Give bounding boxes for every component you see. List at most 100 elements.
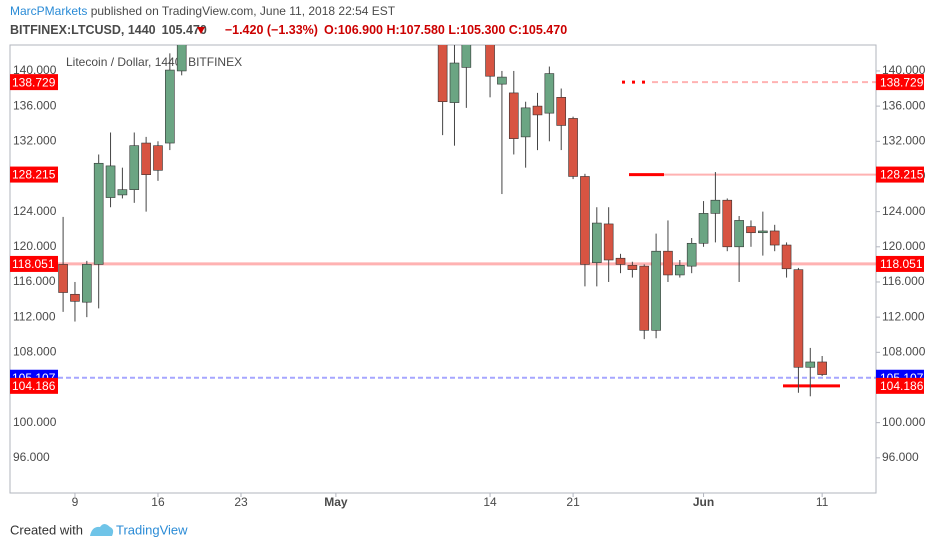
y-tick-label-left: 140.000 (13, 63, 57, 77)
price-tag-right-label: 138.729 (880, 75, 924, 89)
y-tick-label: 140.000 (882, 63, 926, 77)
ohlc: O:106.900 H:107.580 L:105.300 C:105.470 (324, 23, 567, 37)
down-arrow (197, 27, 205, 34)
tv-logo (90, 524, 114, 536)
candle-body (520, 107, 531, 138)
candle-body (129, 145, 140, 190)
candle-body (544, 73, 555, 114)
candle-body (153, 145, 163, 171)
candle-body (532, 105, 543, 116)
candle-body (82, 264, 92, 303)
candle-body (485, 45, 495, 77)
candle-body (769, 230, 780, 246)
candle-body (461, 45, 472, 68)
published: published on TradingView.com, June 11, 2… (91, 4, 396, 18)
y-tick-label-left: 120.000 (13, 239, 57, 253)
candle-body (710, 199, 721, 214)
footer-brand[interactable]: TradingView (116, 522, 188, 537)
header-line: MarcPMarkets published on TradingView.co… (10, 4, 396, 18)
candle-body (603, 223, 614, 261)
x-tick-label: 16 (151, 495, 165, 509)
candle-body (591, 222, 602, 263)
candle-body (793, 269, 804, 368)
candle-body (722, 199, 733, 248)
price-tag-left (10, 377, 58, 394)
price-tag-right-label: 118.051 (880, 257, 923, 271)
candle-body (568, 118, 578, 177)
candle-body (758, 230, 768, 234)
author[interactable]: MarcPMarkets (10, 4, 87, 18)
price-tag-right (876, 255, 924, 272)
y-tick-label-left: 124.000 (13, 204, 57, 218)
candle-body (58, 264, 68, 293)
footer-created: Created with (10, 522, 83, 537)
price-tag-right (876, 74, 924, 91)
candle-body (437, 45, 448, 103)
candle-body (615, 257, 626, 265)
x-tick-label: 11 (816, 495, 829, 509)
price-tag-right (876, 166, 924, 183)
x-tick-label: 23 (234, 495, 248, 509)
candle-body (497, 76, 507, 85)
x-tick-label: 14 (483, 495, 497, 509)
symbol: BITFINEX:LTCUSD, 1440 (10, 23, 156, 37)
y-tick-label: 96.000 (882, 450, 919, 464)
candle-body (746, 226, 756, 234)
y-tick-label: 100.000 (882, 415, 926, 429)
price-tag-left (10, 166, 58, 183)
candle-body (651, 250, 661, 331)
chart-title: Litecoin / Dollar, 1440, BITFINEX (66, 55, 242, 69)
price-tag-left (10, 74, 58, 91)
x-tick-label: 9 (72, 495, 79, 509)
candle-body (508, 92, 519, 139)
candle-body (141, 142, 151, 175)
change: −1.420 (−1.33%) (225, 23, 318, 37)
y-tick-label: 116.000 (882, 274, 925, 288)
candle-body (93, 162, 104, 265)
candle-body (165, 69, 175, 144)
candle-body (805, 361, 816, 368)
candle-body (675, 264, 685, 276)
price-tag-right-label: 104.186 (880, 379, 924, 393)
candle-body (176, 45, 187, 72)
y-tick-label-left: 112.000 (13, 309, 56, 323)
x-tick-label: 21 (566, 495, 580, 509)
y-tick-label-left: 136.000 (13, 98, 57, 112)
y-tick-label: 124.000 (882, 204, 926, 218)
y-tick-label-left: 96.000 (13, 450, 50, 464)
price-tag-right-label: 128.215 (880, 168, 924, 182)
y-tick-label: 132.000 (882, 133, 926, 147)
candle-body (70, 293, 80, 302)
candle-body (556, 97, 567, 126)
y-tick-label: 108.000 (882, 344, 926, 358)
price-tag-right (876, 377, 924, 394)
price-tag-left-label: 104.186 (12, 379, 56, 393)
last: 105.470 (162, 23, 207, 37)
candle-body (580, 176, 590, 265)
candle-body (663, 250, 673, 276)
price-tag-left-label: 138.729 (12, 75, 56, 89)
candle-body (105, 165, 116, 198)
x-tick-label: May (324, 495, 348, 509)
candle-body (117, 189, 128, 196)
price-tag-left-label: 118.051 (12, 257, 55, 271)
y-tick-label: 112.000 (882, 309, 925, 323)
candle-body (686, 242, 697, 267)
candle-body (781, 244, 792, 270)
price-tag-left (10, 255, 58, 272)
y-tick-label-left: 116.000 (13, 274, 56, 288)
y-tick-label: 136.000 (882, 98, 926, 112)
price-tag-left-label: 128.215 (12, 168, 56, 182)
candle-body (734, 220, 744, 248)
x-tick-label: Jun (693, 495, 714, 509)
candle-body (817, 361, 827, 375)
y-tick-label-left: 132.000 (13, 133, 57, 147)
candle-body (639, 265, 650, 331)
symbol-line: BITFINEX:LTCUSD, 1440 105.470 −1.420 (−1.3… (10, 23, 567, 37)
y-tick-label: 120.000 (882, 239, 926, 253)
y-tick-label-left: 100.000 (13, 415, 57, 429)
candle-body (449, 62, 460, 103)
plot (10, 45, 876, 397)
candle-body (627, 264, 638, 270)
